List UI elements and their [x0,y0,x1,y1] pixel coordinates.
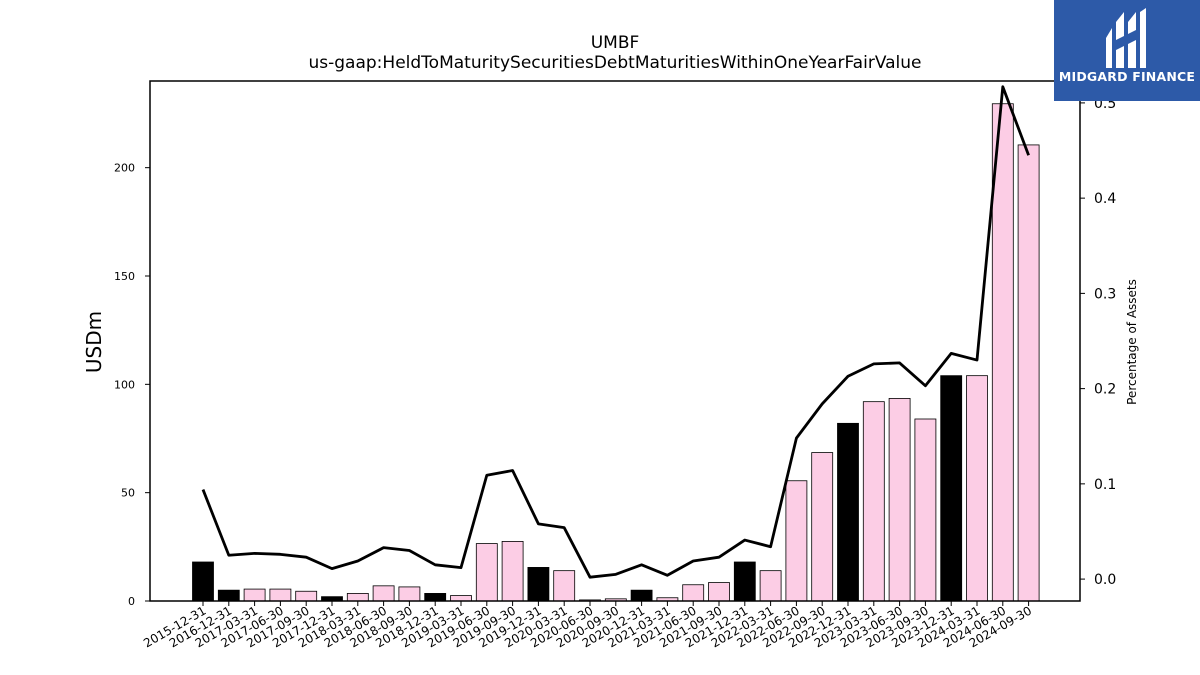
bar-series [192,103,1040,602]
bar [966,375,988,602]
bar [475,543,498,602]
chart-title: UMBF [591,33,640,53]
right-axis: 0.00.10.20.30.40.5 [1080,96,1116,588]
bar [914,418,937,602]
y2-tick-label: 0.0 [1094,572,1116,588]
bar [682,584,705,602]
y-tick-label: 200 [114,162,135,175]
y2-tick-label: 0.3 [1094,286,1116,302]
y2-tick-label: 0.4 [1094,191,1116,207]
bar [450,595,472,602]
y-tick-label: 100 [114,378,135,391]
y-axis-label: USDm [82,311,106,373]
x-axis: 2015-12-312016-12-312017-03-312017-06-30… [141,601,1034,650]
bar [1017,144,1040,602]
bar [708,582,730,602]
y-tick-label: 0 [128,595,135,608]
bar [217,589,240,602]
left-axis: 0 50 100 150 200 [114,162,150,608]
logo-text: MIDGARD FINANCE [1058,69,1196,84]
bar [501,541,524,602]
bar [837,422,859,602]
bar [759,570,782,602]
bar [424,593,447,602]
bar [785,480,808,602]
bar [243,588,266,602]
y2-tick-label: 0.2 [1094,382,1116,398]
bar [940,375,963,602]
bar [269,588,292,602]
bar [630,589,653,602]
bar [346,593,369,602]
y-tick-label: 50 [121,487,135,500]
plot-frame [149,80,1081,602]
y2-tick-label: 0.1 [1094,477,1116,493]
chart-subtitle: us-gaap:HeldToMaturitySecuritiesDebtMatu… [309,53,922,73]
bar [811,452,834,602]
bar [553,570,576,602]
y-tick-label: 150 [114,270,135,283]
bar [372,585,395,602]
brand-logo: MIDGARD FINANCE [1054,0,1200,101]
bar [733,561,756,602]
bar [398,586,421,602]
bar [192,561,214,602]
line-series [201,85,1030,579]
bar [295,590,318,602]
bar [862,401,885,602]
percentage-line [201,85,1030,579]
bar [888,398,911,602]
logo-mark-icon [1106,8,1146,68]
y2-axis-label: Percentage of Assets [1125,279,1139,405]
bar [527,567,550,602]
